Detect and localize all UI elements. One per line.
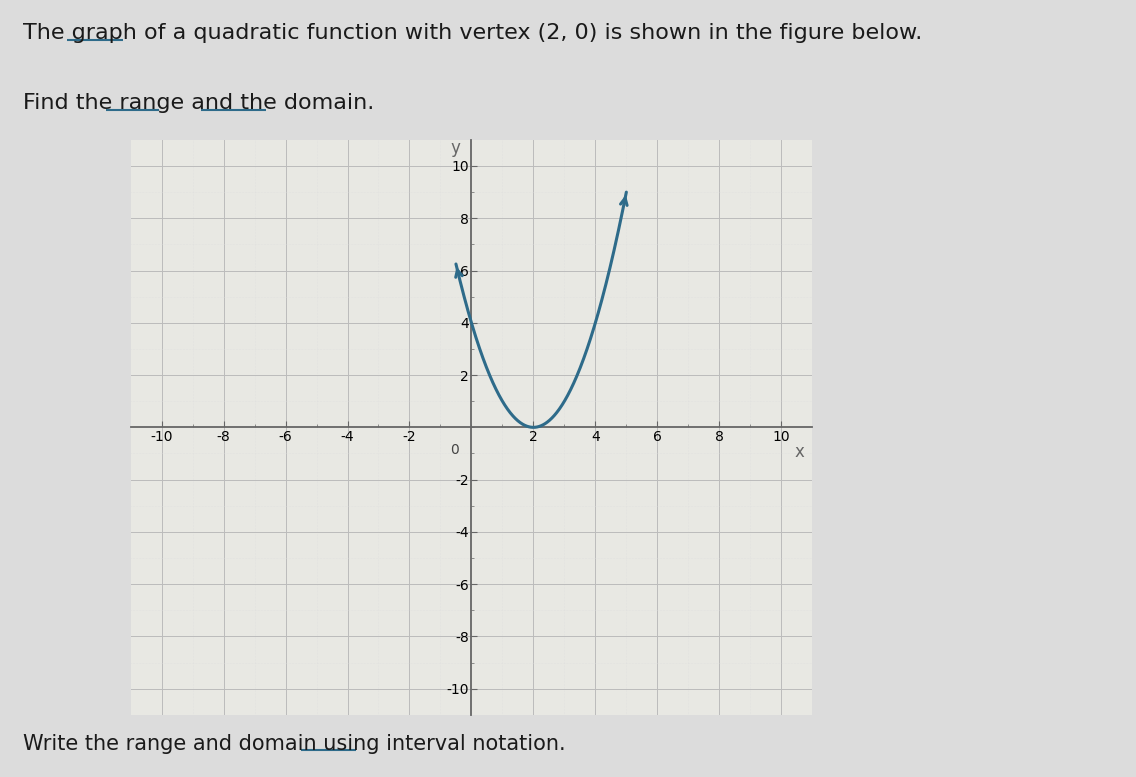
Text: The graph of a quadratic function with vertex (2, 0) is shown in the figure belo: The graph of a quadratic function with v…: [23, 23, 922, 44]
Text: 0: 0: [450, 443, 459, 457]
Text: Write the range and domain using interval notation.: Write the range and domain using interva…: [23, 733, 566, 754]
Text: Find the range and the domain.: Find the range and the domain.: [23, 93, 374, 113]
Text: y: y: [451, 139, 460, 157]
Text: x: x: [795, 443, 804, 461]
